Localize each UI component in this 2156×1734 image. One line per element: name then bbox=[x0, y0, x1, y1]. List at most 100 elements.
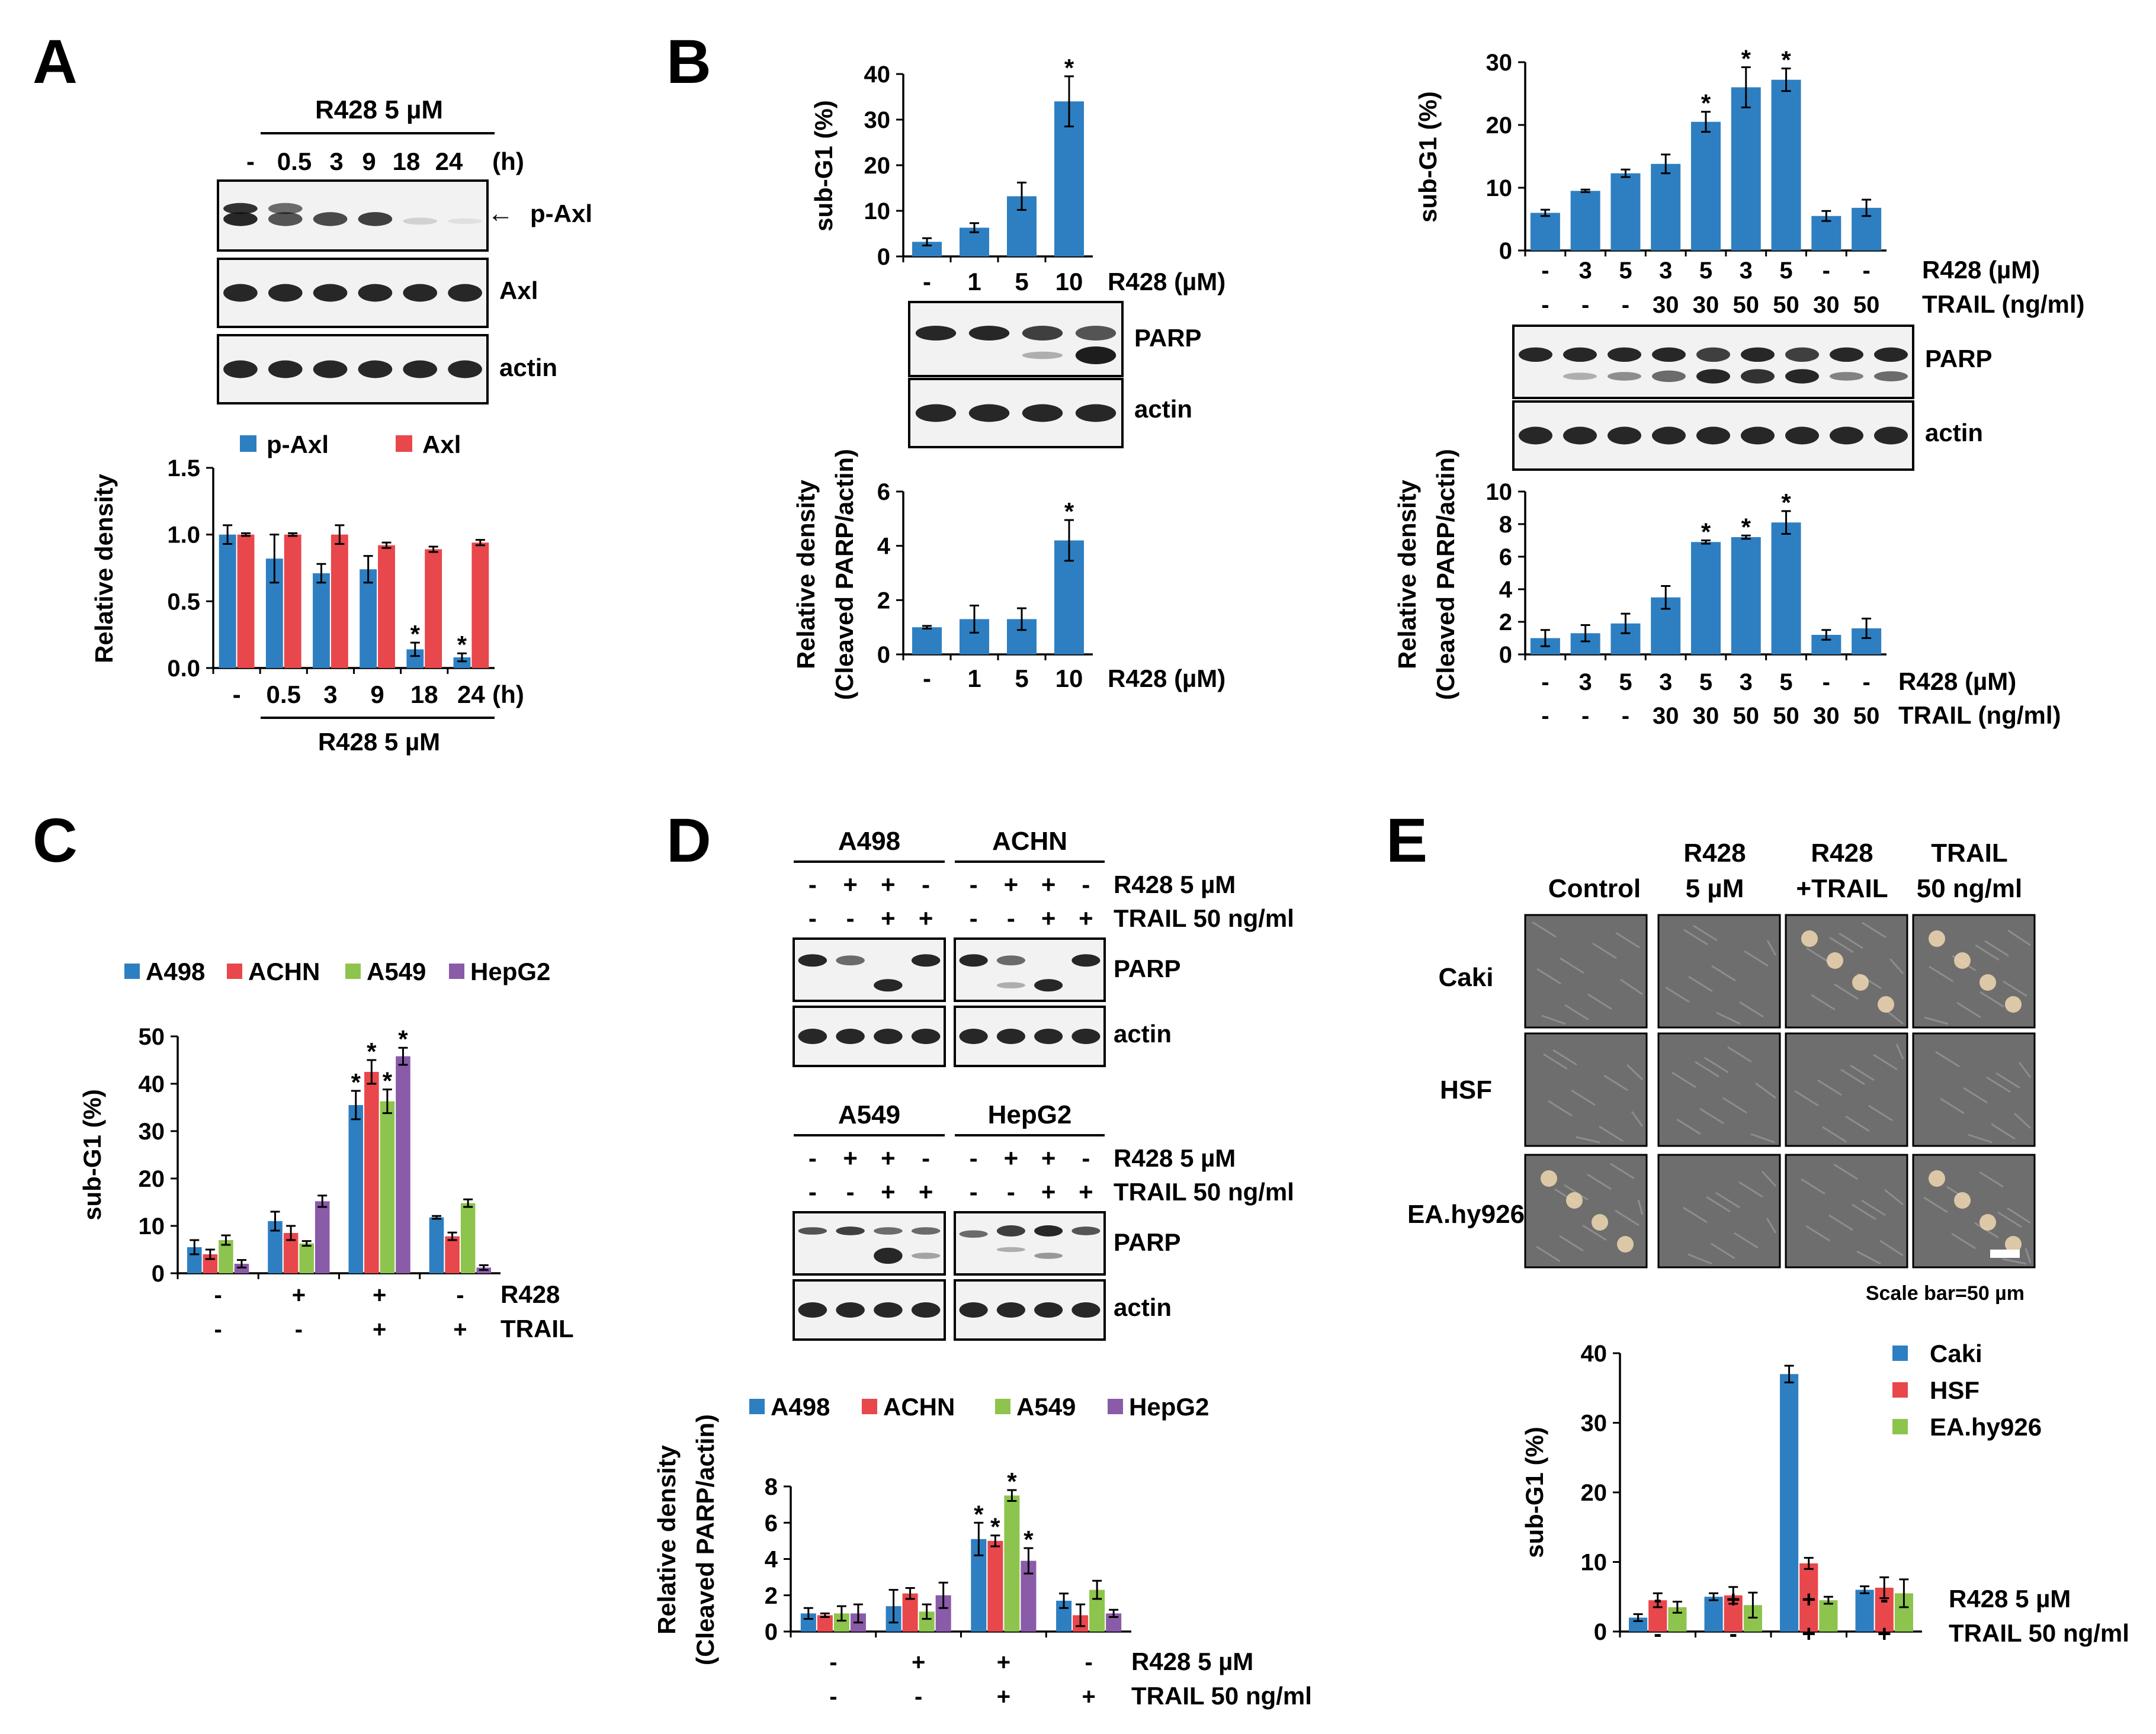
x-row-sign: 3 bbox=[1659, 258, 1672, 284]
d-r428-sign: + bbox=[843, 871, 858, 898]
e-cell-texture bbox=[1699, 1107, 1724, 1125]
b-right-blot-parp-band bbox=[1563, 373, 1597, 380]
e-micrograph bbox=[1524, 1154, 1648, 1269]
bar bbox=[1799, 1563, 1818, 1632]
d-blot-actin-band bbox=[836, 1302, 865, 1318]
x-row-sign: - bbox=[829, 1684, 837, 1710]
y-tick-label: 10 bbox=[864, 198, 891, 224]
d-trail-label: TRAIL 50 ng/ml bbox=[1114, 1178, 1294, 1206]
e-rounded-cell bbox=[1954, 1192, 1971, 1209]
e-cell-texture bbox=[1543, 1053, 1568, 1070]
e-cell-texture bbox=[1711, 965, 1736, 982]
e-cell-texture bbox=[1852, 1203, 1876, 1221]
x-tick-label: 9 bbox=[370, 680, 384, 708]
d-blot-actin-band bbox=[1034, 1302, 1063, 1318]
y-tick-label: 0 bbox=[1499, 238, 1512, 264]
e-micrograph-frame bbox=[1785, 1032, 1908, 1147]
significance-star: * bbox=[398, 1025, 408, 1053]
a-blot-pAxl-band bbox=[358, 212, 393, 226]
d-blot-actin-band bbox=[1071, 1302, 1101, 1318]
y-tick-label: 30 bbox=[864, 107, 891, 133]
d-r428-sign: + bbox=[1041, 1144, 1056, 1172]
x-axis-label: R428 (µM) bbox=[1108, 268, 1225, 296]
e-cell-texture bbox=[1631, 1111, 1644, 1127]
y-axis-label: (Cleaved PARP/actin) bbox=[691, 1414, 719, 1665]
x-row-label: TRAIL bbox=[500, 1315, 574, 1343]
b-right-blot-parp-band bbox=[1874, 371, 1908, 381]
x-row-sign: 5 bbox=[1779, 669, 1792, 695]
a-blot-Axl-band bbox=[268, 284, 303, 302]
bar bbox=[331, 534, 348, 668]
a-blot-Axl bbox=[217, 258, 489, 328]
y-tick-label: 20 bbox=[864, 153, 891, 179]
y-tick-label: 2 bbox=[1499, 609, 1512, 635]
d-trail-sign: + bbox=[881, 904, 896, 932]
d-blot-parp-band bbox=[1071, 954, 1101, 967]
b-right-blot-parp-band bbox=[1741, 347, 1775, 362]
e-cell-texture bbox=[1923, 1196, 1948, 1213]
legend-swatch bbox=[862, 1399, 877, 1414]
x-row-sign: + bbox=[1802, 1621, 1815, 1647]
d-blot-parp-band bbox=[911, 1253, 941, 1259]
chart-D-density: 0 2 4 6 8 Relative density (Cleaved PARP/actin… bbox=[653, 1414, 1312, 1710]
bar bbox=[471, 542, 489, 668]
b-right-blot-actin-band bbox=[1874, 426, 1908, 445]
e-cell-texture bbox=[1766, 1218, 1777, 1234]
b-right-blot-parp-band bbox=[1519, 347, 1552, 362]
bar bbox=[1780, 1374, 1799, 1632]
y-axis-label: Relative density bbox=[90, 473, 118, 663]
bar bbox=[348, 1105, 364, 1273]
legend-swatch bbox=[749, 1399, 765, 1414]
x-row-sign: 50 bbox=[1733, 703, 1760, 729]
significance-star: * bbox=[1781, 489, 1791, 516]
bar bbox=[1651, 163, 1681, 251]
e-cell-texture bbox=[1951, 1232, 1976, 1250]
bar bbox=[380, 1101, 395, 1273]
d-blot-parp bbox=[793, 937, 946, 1002]
a-blot-pAxl-band bbox=[223, 203, 258, 214]
y-tick-label: 40 bbox=[139, 1071, 165, 1097]
e-cell-texture bbox=[1761, 1170, 1777, 1187]
e-micrograph bbox=[1524, 914, 1648, 1029]
d-group-label: A498 bbox=[838, 827, 900, 856]
b-right-blot-parp-band bbox=[1608, 347, 1641, 362]
e-cell-texture bbox=[1683, 929, 1708, 946]
d-group-label: A549 bbox=[838, 1100, 900, 1129]
e-row-label: HSF bbox=[1440, 1075, 1492, 1104]
d-blot-parp-band bbox=[911, 1227, 941, 1235]
d-r428-sign: + bbox=[1004, 871, 1019, 898]
x-row-label: R428 (µM) bbox=[1922, 256, 2040, 284]
b-left-blot-actin-band bbox=[915, 404, 957, 422]
e-cell-texture bbox=[1615, 1209, 1640, 1226]
b-left-blot-actin-band bbox=[968, 404, 1010, 422]
b-right-blot-parp-band bbox=[1830, 372, 1863, 381]
under-label: R428 5 µM bbox=[318, 728, 440, 756]
e-micrograph bbox=[1657, 1032, 1781, 1147]
x-row-sign: - bbox=[1085, 1649, 1092, 1675]
d-blot-actin-band bbox=[874, 1302, 903, 1318]
x-row-sign: + bbox=[1082, 1684, 1095, 1710]
e-micrograph-frame bbox=[1524, 914, 1648, 1029]
a-blot-Axl-band bbox=[358, 284, 393, 302]
d-blot-parp-band bbox=[996, 1247, 1025, 1253]
e-cell-texture bbox=[1552, 1049, 1577, 1066]
e-cell-texture bbox=[1592, 942, 1617, 959]
d-blot-actin-band bbox=[798, 1302, 827, 1318]
x-row-sign: + bbox=[373, 1316, 386, 1343]
bar bbox=[1731, 537, 1761, 654]
y-tick-label: 0 bbox=[1594, 1619, 1607, 1645]
d-trail-sign: - bbox=[1007, 1178, 1015, 1206]
e-cell-texture bbox=[1716, 1011, 1741, 1025]
bar bbox=[1530, 213, 1560, 251]
d-blot-parp-band bbox=[959, 1230, 988, 1238]
d-trail-sign: + bbox=[919, 1178, 933, 1206]
a-legend-swatch-Axl bbox=[396, 435, 412, 452]
e-cell-texture bbox=[1693, 924, 1718, 942]
e-cell-texture bbox=[1695, 1061, 1719, 1078]
e-rounded-cell bbox=[1954, 952, 1971, 969]
significance-star: * bbox=[1701, 89, 1711, 117]
a-lane-labels: -0.5 3 9 18 24 bbox=[246, 147, 463, 175]
e-cell-texture bbox=[1610, 1163, 1635, 1180]
x-row-sign: + bbox=[997, 1684, 1010, 1710]
y-tick-label: 6 bbox=[877, 479, 890, 505]
